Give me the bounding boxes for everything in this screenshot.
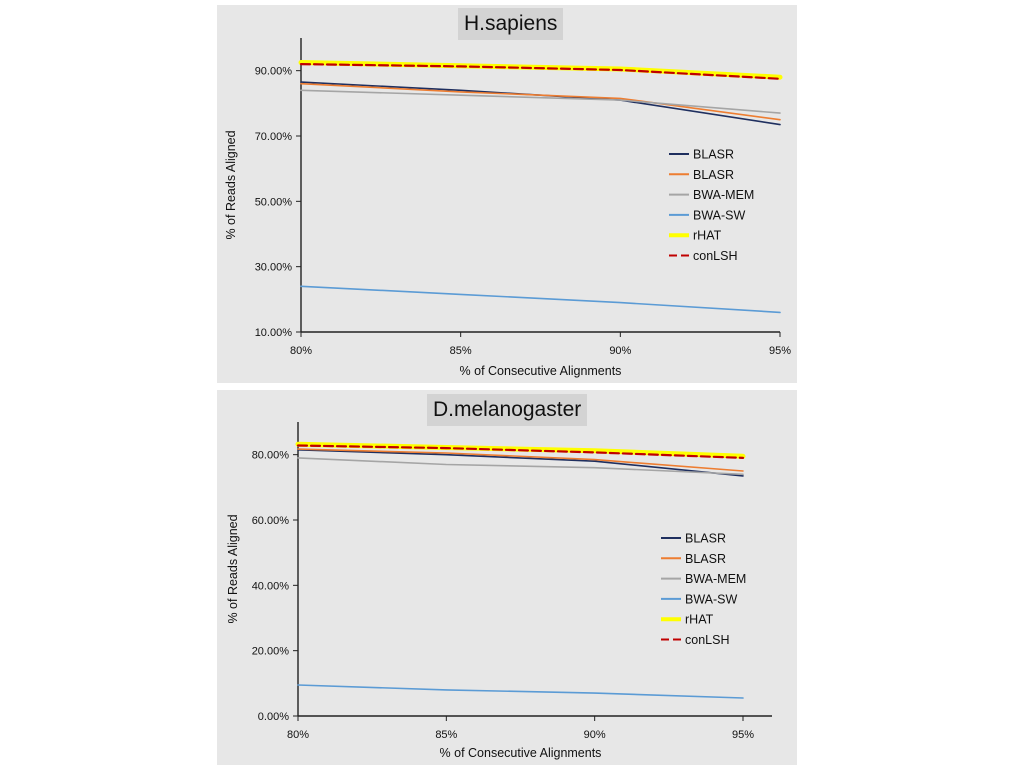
legend-label-conlsh-5: conLSH xyxy=(685,633,729,647)
y-tick-label: 60.00% xyxy=(252,515,290,527)
chart-title-hsapiens: H.sapiens xyxy=(458,8,564,40)
legend-label-bwa-mem-2: BWA-MEM xyxy=(685,572,746,586)
legend-label-blasr-0: BLASR xyxy=(693,148,734,162)
x-tick-label: 90% xyxy=(584,729,606,741)
chart-hsapiens: 10.00% 30.00% 50.00% 70.00% 90.00% 80% 85% 90% 9… xyxy=(224,38,791,378)
y-tick-label: 70.00% xyxy=(255,131,293,143)
legend-label-bwa-sw-3: BWA-SW xyxy=(685,592,738,606)
series-line-bwa-mem-2 xyxy=(297,457,744,476)
x-axis-title: % of Consecutive Alignments xyxy=(440,746,602,760)
y-tick-label: 10.00% xyxy=(255,327,293,339)
y-tick-label: 40.00% xyxy=(252,580,290,592)
x-tick-label: 90% xyxy=(609,345,631,357)
chart-panel-dmelanogaster: 0.00% 20.00% 40.00% 60.00% 80.00% 80% 85% 90% 95… xyxy=(217,390,797,765)
y-tick-label: 20.00% xyxy=(252,646,290,658)
x-tick-label: 85% xyxy=(450,345,472,357)
series-line-blasr-1 xyxy=(300,82,781,121)
series-line-blasr-0 xyxy=(300,81,781,126)
legend-label-bwa-sw-3: BWA-SW xyxy=(693,208,746,222)
legend-label-blasr-1: BLASR xyxy=(693,168,734,182)
series-line-bwa-sw-3 xyxy=(300,285,781,314)
legend-label-conlsh-5: conLSH xyxy=(693,249,737,263)
chart-dmelanogaster: 0.00% 20.00% 40.00% 60.00% 80.00% 80% 85% 90% 95… xyxy=(226,422,772,760)
y-tick-label: 90.00% xyxy=(255,66,293,78)
x-tick-label: 80% xyxy=(287,729,309,741)
series-line-bwa-mem-2 xyxy=(300,89,781,114)
x-axis-title: % of Consecutive Alignments xyxy=(460,364,622,378)
x-tick-label: 95% xyxy=(769,345,791,357)
series-line-conlsh-5 xyxy=(299,62,782,80)
y-tick-label: 80.00% xyxy=(252,450,290,462)
chart-panel-hsapiens: 10.00% 30.00% 50.00% 70.00% 90.00% 80% 85% 90% 9… xyxy=(217,5,797,383)
x-tick-label: 95% xyxy=(732,729,754,741)
legend-label-rhat-4: rHAT xyxy=(685,613,714,627)
y-tick-label: 30.00% xyxy=(255,262,293,274)
y-axis-title: % of Reads Aligned xyxy=(226,514,240,623)
legend-label-bwa-mem-2: BWA-MEM xyxy=(693,188,754,202)
series-line-conlsh-5 xyxy=(296,444,745,460)
y-tick-label: 0.00% xyxy=(258,711,289,723)
chart-title-dmelanogaster: D.melanogaster xyxy=(427,394,588,426)
y-tick-label: 50.00% xyxy=(255,196,293,208)
series-line-bwa-sw-3 xyxy=(297,684,744,699)
legend-label-blasr-0: BLASR xyxy=(685,532,726,546)
series-line-blasr-1 xyxy=(297,448,744,472)
x-tick-label: 85% xyxy=(435,729,457,741)
x-tick-label: 80% xyxy=(290,345,312,357)
legend-label-blasr-1: BLASR xyxy=(685,552,726,566)
legend-label-rhat-4: rHAT xyxy=(693,229,722,243)
y-axis-title: % of Reads Aligned xyxy=(224,130,238,239)
series-line-blasr-0 xyxy=(297,448,744,477)
